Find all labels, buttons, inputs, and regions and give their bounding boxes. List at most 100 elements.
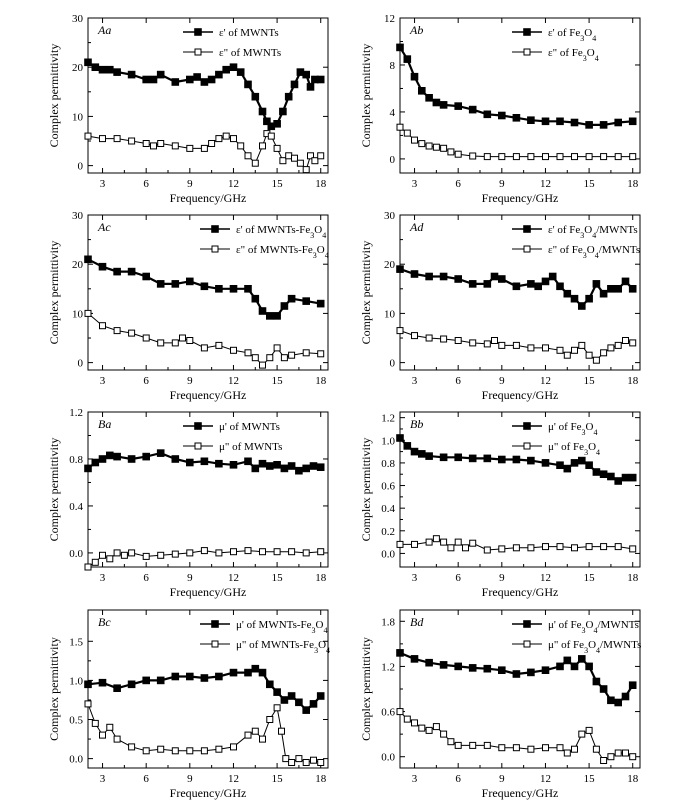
data-point bbox=[84, 309, 92, 317]
panel-label: Bd bbox=[410, 615, 424, 629]
data-point bbox=[99, 551, 106, 559]
data-point bbox=[280, 302, 289, 310]
data-point bbox=[607, 284, 615, 293]
data-point bbox=[171, 672, 180, 681]
series-imaginary bbox=[84, 700, 325, 766]
data-point bbox=[599, 121, 608, 129]
data-point bbox=[106, 65, 114, 74]
y-tick-label: 20 bbox=[72, 62, 84, 74]
data-point bbox=[469, 339, 477, 347]
x-tick-label: 15 bbox=[584, 178, 596, 190]
data-point bbox=[265, 462, 274, 470]
data-point bbox=[570, 118, 579, 127]
data-point bbox=[230, 743, 237, 751]
data-point bbox=[215, 341, 223, 349]
data-point bbox=[622, 749, 629, 757]
data-point bbox=[628, 117, 637, 126]
legend-entry: μ' of Fe3O4 bbox=[512, 421, 598, 437]
data-point bbox=[577, 302, 586, 310]
data-point bbox=[542, 543, 549, 551]
legend-label: μ' of MWNTs-Fe3O4 bbox=[236, 619, 328, 635]
x-tick-label: 15 bbox=[272, 178, 284, 190]
data-point bbox=[527, 153, 535, 161]
data-point bbox=[84, 255, 92, 264]
y-axis-label: Complex permittivity bbox=[359, 438, 373, 542]
x-tick-label: 15 bbox=[584, 572, 596, 584]
data-point bbox=[512, 341, 520, 349]
legend-label: μ" of MWNTs-Fe3O4 bbox=[236, 639, 330, 655]
data-point bbox=[230, 135, 237, 143]
data-point bbox=[157, 745, 165, 753]
series-real bbox=[84, 255, 325, 320]
x-tick-label: 3 bbox=[100, 773, 106, 785]
y-tick-label: 0 bbox=[390, 154, 396, 166]
data-point bbox=[273, 460, 281, 469]
y-tick-label: 1.0 bbox=[69, 675, 83, 687]
data-point bbox=[258, 307, 267, 315]
data-point bbox=[200, 144, 208, 152]
series-line bbox=[399, 126, 633, 158]
data-point bbox=[592, 356, 600, 364]
data-point bbox=[571, 544, 578, 552]
x-tick-label: 6 bbox=[455, 178, 461, 190]
legend-label: μ" of Fe3O4/MWNTs bbox=[548, 639, 641, 655]
data-point bbox=[498, 341, 506, 349]
data-point bbox=[157, 551, 165, 559]
x-tick-label: 6 bbox=[143, 773, 149, 785]
data-point bbox=[592, 677, 601, 686]
legend-marker bbox=[211, 640, 219, 648]
data-point bbox=[512, 670, 521, 678]
legend-marker bbox=[194, 422, 202, 430]
data-point bbox=[91, 558, 99, 566]
data-point bbox=[244, 457, 252, 466]
data-point bbox=[439, 453, 448, 462]
data-point bbox=[454, 102, 463, 110]
legend-label: μ" of Fe3O4 bbox=[548, 441, 600, 457]
data-point bbox=[621, 473, 630, 482]
data-point bbox=[468, 105, 477, 114]
data-point bbox=[251, 664, 260, 673]
series-imaginary bbox=[396, 123, 637, 161]
data-point bbox=[396, 540, 404, 548]
data-point bbox=[287, 294, 296, 303]
data-point bbox=[556, 153, 564, 161]
legend-label: μ' of Fe3O4 bbox=[548, 421, 598, 437]
legend-label: μ" of MWNTs bbox=[219, 441, 282, 453]
data-point bbox=[215, 135, 223, 143]
x-tick-label: 9 bbox=[187, 773, 193, 785]
x-tick-label: 6 bbox=[455, 375, 461, 387]
data-point bbox=[84, 58, 92, 67]
x-axis-label: Frequency/GHz bbox=[170, 388, 247, 402]
legend-entry: ε" of MWNTs bbox=[183, 47, 281, 59]
data-point bbox=[215, 284, 223, 293]
data-point bbox=[607, 696, 615, 705]
data-point bbox=[193, 73, 201, 81]
data-point bbox=[316, 75, 325, 84]
data-point bbox=[98, 455, 107, 463]
x-axis-label: Frequency/GHz bbox=[482, 585, 559, 599]
x-tick-label: 6 bbox=[143, 178, 149, 190]
data-point bbox=[215, 549, 223, 557]
x-tick-label: 3 bbox=[412, 572, 418, 584]
data-point bbox=[585, 726, 593, 734]
legend-entry: μ" of Fe3O4 bbox=[512, 441, 600, 457]
x-tick-label: 18 bbox=[627, 773, 639, 785]
data-point bbox=[628, 284, 637, 293]
data-point bbox=[410, 72, 419, 81]
data-point bbox=[98, 262, 107, 271]
series-imaginary bbox=[396, 708, 637, 764]
data-point bbox=[273, 704, 281, 712]
data-point bbox=[577, 655, 586, 663]
legend-marker bbox=[523, 28, 531, 36]
data-point bbox=[614, 698, 623, 707]
legend-entry: ε" of Fe3O4/MWNTs bbox=[512, 244, 640, 260]
data-point bbox=[236, 68, 245, 76]
data-point bbox=[629, 339, 637, 347]
data-point bbox=[556, 346, 564, 354]
data-point bbox=[302, 464, 311, 473]
data-point bbox=[439, 101, 448, 109]
y-tick-label: 8 bbox=[390, 60, 396, 72]
legend-label: ε' of MWNTs bbox=[219, 27, 279, 39]
data-point bbox=[251, 727, 259, 735]
data-point bbox=[285, 152, 293, 160]
